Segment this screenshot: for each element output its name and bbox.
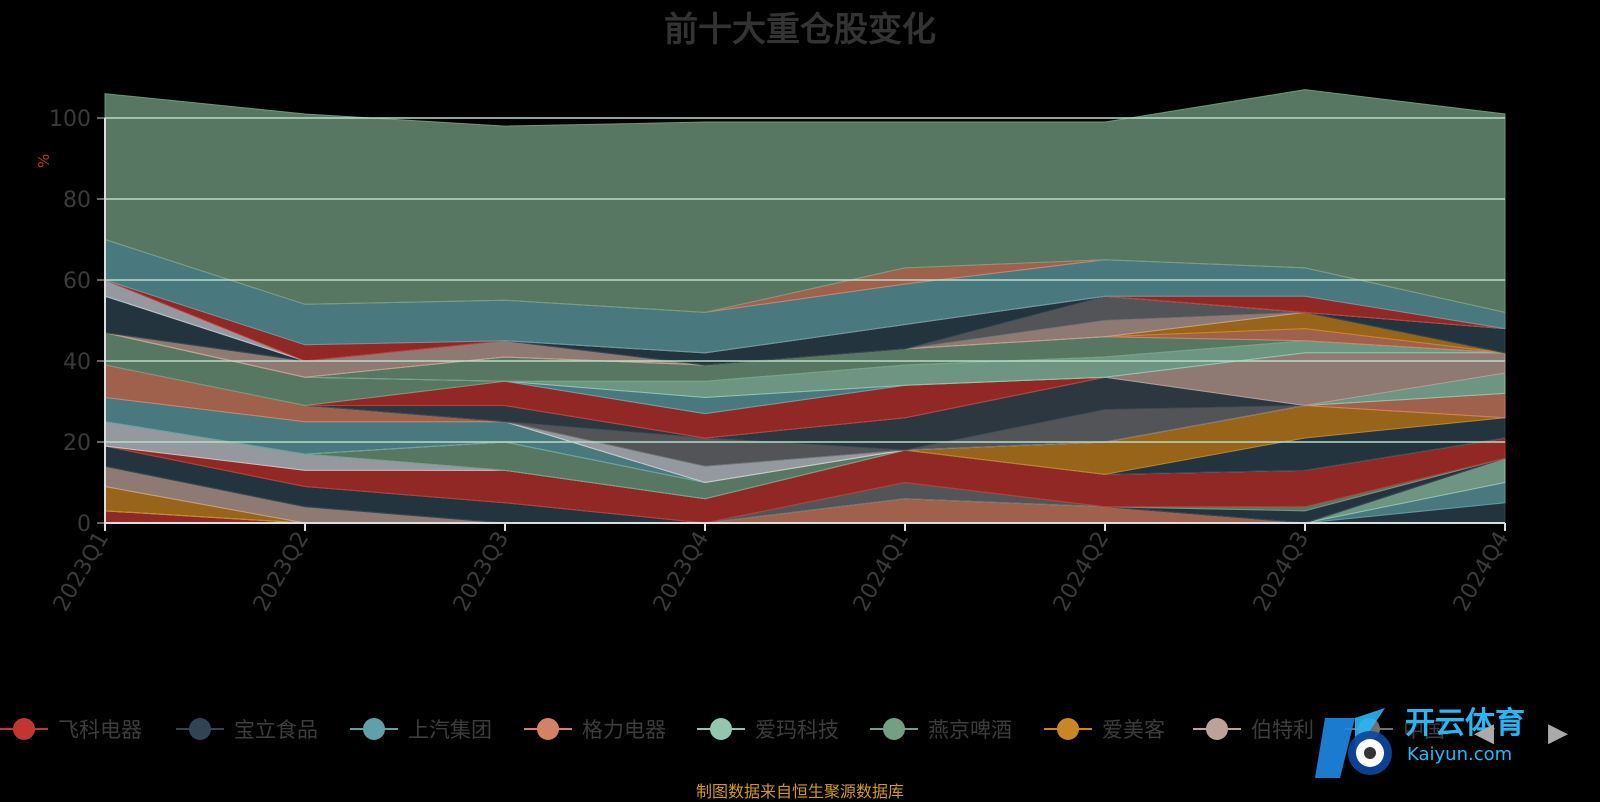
x-tick-label: 2023Q4: [649, 528, 714, 616]
legend-label: 上汽集团: [408, 718, 492, 742]
legend-marker-icon: [697, 713, 745, 745]
x-tick-label: 2024Q4: [1449, 528, 1514, 616]
legend-label: 爱玛科技: [755, 718, 839, 742]
legend-label: 燕京啤酒: [928, 718, 1012, 742]
y-axis-label: %: [35, 154, 53, 168]
legend-marker-icon: [350, 713, 398, 745]
x-tick-label: 2024Q1: [849, 528, 914, 616]
y-tick-label: 40: [63, 350, 91, 375]
x-tick-label: 2024Q3: [1249, 528, 1314, 616]
legend-marker-icon: [524, 713, 572, 745]
legend-next-icon[interactable]: ▶: [1548, 718, 1568, 748]
area-series-group: [104, 89, 1506, 524]
legend: 飞科电器 宝立食品 上汽集团 格力电器 爱玛科技 燕京啤酒 爱美客 伯特利 中国: [0, 713, 1600, 753]
legend-item[interactable]: 爱美客: [1044, 713, 1165, 745]
legend-item[interactable]: 格力电器: [524, 713, 666, 745]
x-tick-label: 2023Q2: [249, 528, 314, 616]
legend-item[interactable]: 上汽集团: [350, 713, 492, 745]
chart-title: 前十大重仓股变化: [664, 10, 936, 50]
legend-item[interactable]: 爱玛科技: [697, 713, 839, 745]
legend-item[interactable]: 飞科电器: [0, 713, 142, 745]
legend-label: 中国: [1403, 718, 1445, 742]
y-tick-label: 100: [49, 107, 91, 132]
legend-marker-icon: [1044, 713, 1092, 745]
y-tick-label: 60: [63, 269, 91, 294]
y-tick-label: 80: [63, 188, 91, 213]
y-tick-label: 20: [63, 431, 91, 456]
legend-item[interactable]: 燕京啤酒: [870, 713, 1012, 745]
legend-label: 伯特利: [1251, 718, 1314, 742]
legend-label: 宝立食品: [234, 718, 318, 742]
legend-marker-icon: [1193, 713, 1241, 745]
legend-item[interactable]: 伯特利: [1193, 713, 1314, 745]
legend-label: 飞科电器: [58, 718, 142, 742]
legend-label: 格力电器: [582, 718, 666, 742]
watermark-brand: 开云体育: [1405, 706, 1525, 741]
watermark-logo: 开云体育 Kaiyun.com: [1315, 706, 1525, 778]
legend-marker-icon: [870, 713, 918, 745]
legend-prev-icon[interactable]: ◀: [1474, 718, 1494, 748]
stacked-area-chart: 0 20 40 60 80 100 2023Q1 2023Q2 2023Q3 2023Q4 202…: [35, 89, 1514, 616]
watermark-domain: Kaiyun.com: [1407, 744, 1512, 765]
y-tick-label: 0: [77, 512, 91, 537]
x-tick-label: 2023Q1: [49, 528, 114, 616]
area-series-38: [104, 89, 1506, 314]
legend-label: 爱美客: [1102, 718, 1165, 742]
legend-item[interactable]: 宝立食品: [176, 713, 318, 745]
legend-marker-icon: [0, 713, 48, 745]
legend-marker-icon: [176, 713, 224, 745]
x-tick-label: 2024Q2: [1049, 528, 1114, 616]
x-tick-label: 2023Q3: [449, 528, 514, 616]
source-note: 制图数据来自恒生聚源数据库: [695, 782, 904, 801]
gridlines: 0 20 40 60 80 100: [49, 107, 1505, 537]
